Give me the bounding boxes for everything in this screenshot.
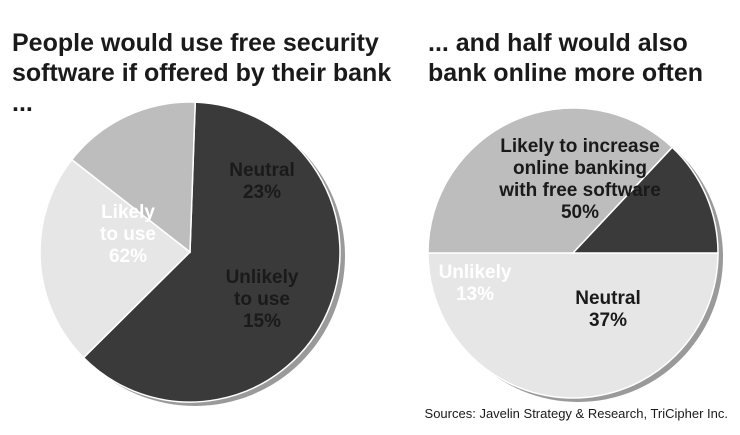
- pie-1-slice-2-label-line: Unlikely: [439, 262, 512, 283]
- pie-0-slice-0: [82, 101, 341, 403]
- left-chart-title: People would use free security software …: [12, 29, 392, 117]
- pie-1-slice-1-label-line: Neutral: [575, 288, 640, 309]
- pie-1-slice-0-label-line: Likely to increase: [500, 136, 659, 157]
- pie-0-slice-0-label-line: Likely: [101, 202, 155, 223]
- pie-1-slice-1: [427, 107, 674, 254]
- pie-1-slice-0-label-line: 50%: [561, 202, 599, 223]
- pie-0-slice-2: [70, 101, 197, 254]
- pie-0-slice-0-label-line: to use: [100, 224, 156, 245]
- source-note: Sources: Javelin Strategy & Research, Tr…: [424, 406, 728, 421]
- pie-0-slice-0-label-line: 62%: [109, 246, 147, 267]
- pie-0-slice-2-label-line: to use: [234, 289, 290, 310]
- pie-1-slice-2-label: Unlikely 13%: [439, 262, 512, 305]
- pie-0-slice-2-label-line: 15%: [243, 311, 281, 332]
- pie-0-slice-2-label: Unlikely to use 15%: [226, 267, 299, 332]
- pie-0-slice-1: [39, 158, 192, 359]
- right-chart-title: ... and half would also bank online more…: [428, 29, 704, 87]
- pie-1-slice-0-label-line: with free software: [498, 180, 661, 201]
- pie-1-slice-1-label-line: 37%: [589, 310, 627, 331]
- pie-1-slice-0-label-line: online banking: [513, 158, 647, 179]
- pie-0-slice-1-label: Neutral 23%: [229, 160, 294, 203]
- pie-0-slice-1-label-line: Neutral: [229, 160, 294, 181]
- pie-0-slice-0-label: Likely to use 62%: [100, 202, 156, 267]
- pie-1-slice-2-label-line: 13%: [456, 284, 494, 305]
- pie-1-slice-2: [571, 146, 719, 254]
- pie-1-slice-1-label: Neutral 37%: [575, 288, 640, 331]
- pie-0-slice-1-label-line: 23%: [243, 182, 281, 203]
- pie-0-slice-2-label-line: Unlikely: [226, 267, 299, 288]
- pie-1-slice-0-label: Likely to increase online banking with fre…: [498, 136, 661, 223]
- pie-1-slice-0: [427, 252, 719, 399]
